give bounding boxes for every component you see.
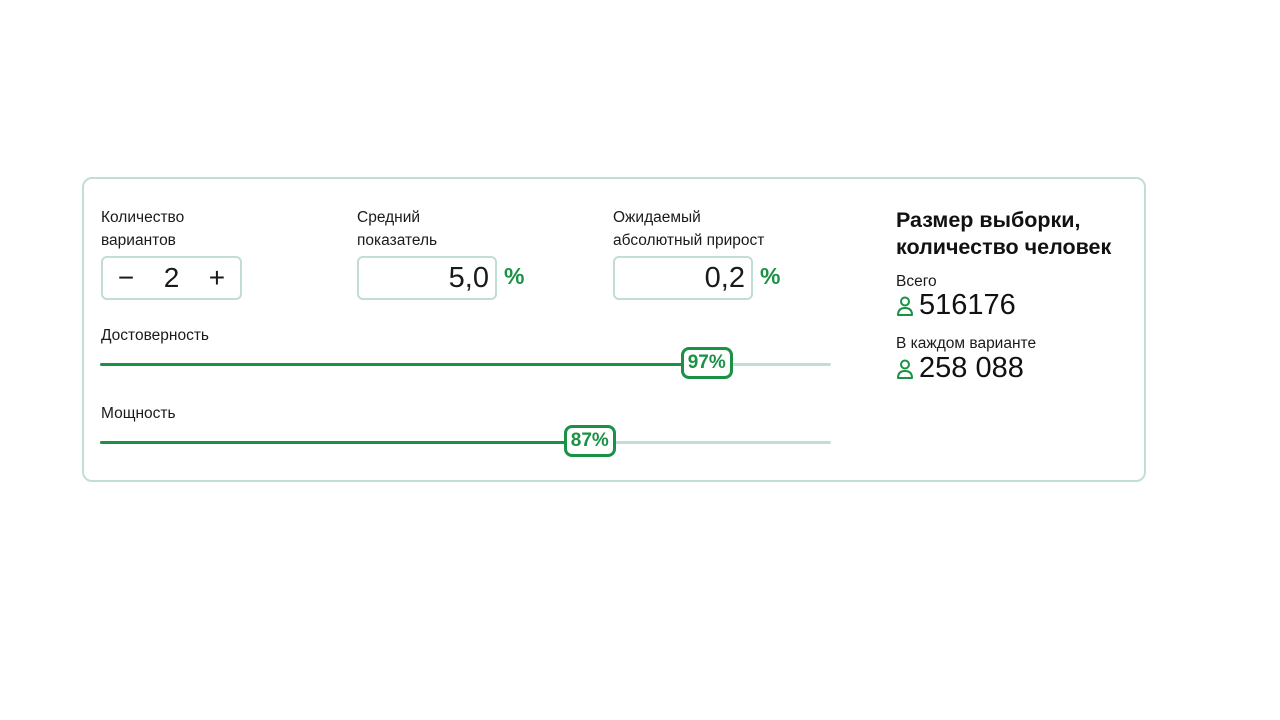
uplift-input[interactable]: 0,2 [613,256,753,300]
result-title-line1: Размер выборки, [896,208,1081,232]
uplift-value: 0,2 [704,262,745,294]
mean-input[interactable]: 5,0 [357,256,497,300]
person-icon [897,359,913,379]
uplift-label-line2: абсолютный прирост [613,232,765,249]
mean-label-line1: Средний [357,209,421,226]
uplift-unit: % [760,263,781,289]
mean-unit: % [504,263,525,289]
mean-label-line2: показатель [357,232,438,249]
variants-label-line2: вариантов [101,232,176,249]
sample-size-calculator-card: Количество вариантов − 2 + Средний показ… [82,177,1146,482]
result-title: Размер выборки, количество человек [896,207,1111,261]
result-title-line2: количество человек [896,235,1112,259]
decrement-button[interactable]: − [117,262,135,293]
power-slider-thumb[interactable]: 87% [563,425,616,457]
power-slider-fill [100,441,590,444]
power-slider[interactable]: 87% [100,425,831,457]
confidence-slider-fill [100,363,707,366]
confidence-label: Достоверность [101,327,209,344]
increment-button[interactable]: + [208,262,226,293]
variants-value: 2 [163,262,180,293]
total-value: 516176 [919,289,1016,321]
total-sample: 516176 [896,289,1016,322]
per-variant-sample: 258 088 [896,352,1024,385]
per-variant-label: В каждом варианте [896,335,1037,352]
variants-label-line1: Количество [101,209,185,226]
confidence-slider-thumb[interactable]: 97% [680,347,733,379]
uplift-label: Ожидаемый абсолютный прирост [613,206,764,252]
person-icon [897,296,913,316]
mean-label: Средний показатель [357,206,437,252]
uplift-label-line1: Ожидаемый [613,209,701,226]
power-label: Мощность [101,405,176,422]
variants-label: Количество вариантов [101,206,184,252]
total-label: Всего [896,273,937,290]
variants-stepper[interactable]: − 2 + [101,256,242,300]
mean-value: 5,0 [448,262,489,294]
confidence-slider[interactable]: 97% [100,347,831,379]
per-variant-value: 258 088 [919,352,1024,384]
